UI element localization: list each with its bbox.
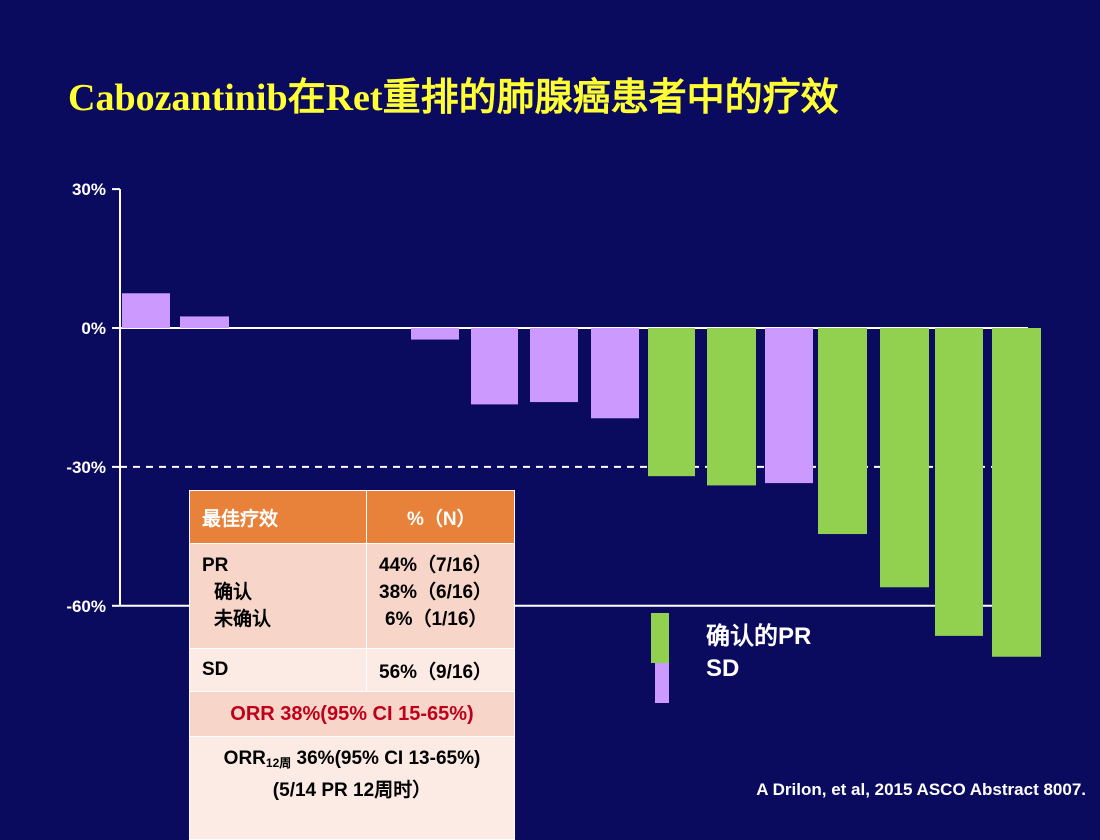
header-percent-n-text: %（N） <box>407 508 476 530</box>
y-tick-label: 30% <box>72 180 106 199</box>
sd-label: SD <box>189 648 367 692</box>
bar <box>707 328 756 486</box>
orr12-line1: ORR12周 36%(95% CI 13-65%) <box>190 745 514 777</box>
pr-unconfirmed-value: 6%（1/16） <box>385 609 488 630</box>
legend-swatch-sd <box>655 663 669 703</box>
bar <box>530 328 578 403</box>
bar <box>471 328 518 405</box>
pr-values-cell: 44%（7/16） 38%（6/16） 6%（1/16） <box>366 543 515 649</box>
table-row-orr12: ORR12周 36%(95% CI 13-65%) (5/14 PR 12周时） <box>189 736 515 840</box>
table-row-pr: PR 确认 未确认 44%（7/16） 38%（6/16） 6%（1/16） <box>189 543 515 649</box>
bar <box>765 328 813 484</box>
pr-confirmed-value: 38%（6/16） <box>379 582 493 603</box>
sd-value: 56%（9/16） <box>366 648 515 692</box>
pr-confirmed-label: 确认 <box>214 582 253 603</box>
orr12-prefix: ORR <box>223 748 266 769</box>
y-tick-label: -30% <box>66 458 106 477</box>
pr-label: PR <box>202 555 229 576</box>
response-table: 最佳疗效 %（N） PR 确认 未确认 44%（7/16） 38%（6/16） … <box>189 490 515 840</box>
bar <box>180 316 229 328</box>
orr12-line2: (5/14 PR 12周时） <box>272 780 432 801</box>
bar <box>122 293 170 328</box>
y-tick-label: 0% <box>81 319 106 338</box>
legend-label-pr: 确认的PR <box>706 623 812 650</box>
bar <box>818 328 867 535</box>
orr12-sub: 12周 <box>265 756 292 770</box>
bar <box>880 328 929 588</box>
table-row-orr: ORR 38%(95% CI 15-65%) <box>189 691 515 737</box>
pr-value: 44%（7/16） <box>379 555 493 576</box>
bar <box>411 328 459 340</box>
orr12-cell: ORR12周 36%(95% CI 13-65%) (5/14 PR 12周时） <box>189 736 515 840</box>
orr12-rest: 36%(95% CI 13-65%) <box>291 748 481 769</box>
header-best-response: 最佳疗效 <box>189 490 367 544</box>
legend-swatch-pr <box>651 613 669 663</box>
pr-labels-cell: PR 确认 未确认 <box>189 543 367 649</box>
table-row-sd: SD 56%（9/16） <box>189 648 515 692</box>
bar <box>591 328 639 419</box>
bar <box>992 328 1041 657</box>
slide-title: Cabozantinib在Ret重排的肺腺癌患者中的疗效 <box>68 77 839 119</box>
bar <box>935 328 983 636</box>
legend-label-sd: SD <box>706 655 740 682</box>
y-tick-label: -60% <box>66 597 106 616</box>
table-header-row: 最佳疗效 %（N） <box>189 490 515 544</box>
orr-text: ORR 38%(95% CI 15-65%) <box>189 691 515 737</box>
header-percent-n: %（N） <box>366 490 515 544</box>
citation: A Drilon, et al, 2015 ASCO Abstract 8007… <box>756 780 1086 799</box>
pr-unconfirmed-label: 未确认 <box>214 609 272 630</box>
bar <box>648 328 695 477</box>
